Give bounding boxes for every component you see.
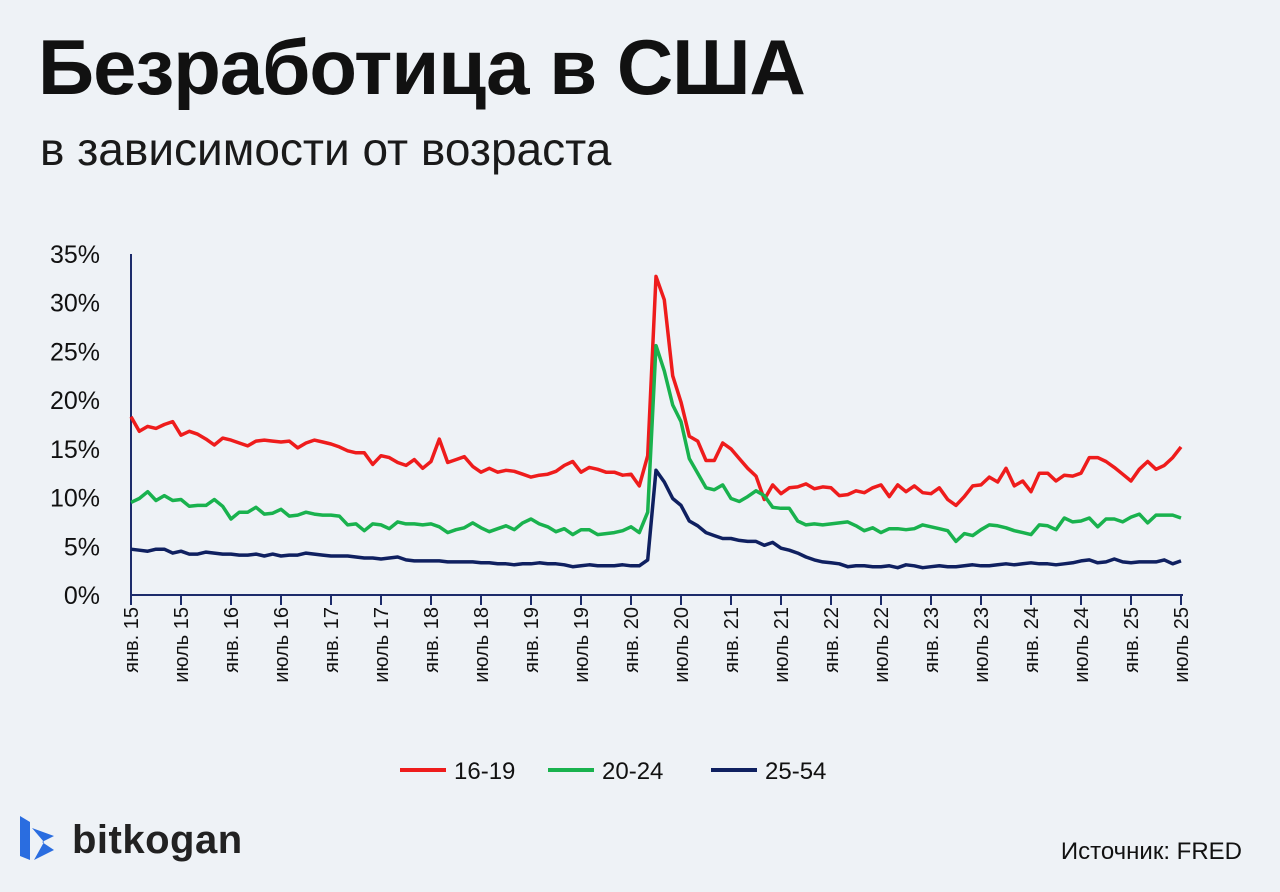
bitkogan-logo-icon [20,816,54,864]
bitkogan-logo: bitkogan [18,814,243,866]
y-tick-label: 35% [50,241,100,269]
y-tick-label: 30% [50,290,100,318]
x-tick-label: июль 23 [971,607,993,683]
series-line-20-24 [130,343,1182,544]
x-tick-label: июль 24 [1071,607,1093,683]
x-tick-label: янв. 18 [421,607,443,673]
bitkogan-logo-text: bitkogan [72,817,243,862]
legend-label-25-54: 25-54 [765,758,826,785]
page-title: Безработица в США [38,23,806,111]
x-tick-label: июль 20 [671,607,693,683]
y-tick-label: 10% [50,485,100,513]
x-tick-label: янв. 20 [621,607,643,673]
y-tick-label: 15% [50,436,100,464]
page-subtitle: в зависимости от возраста [40,123,612,175]
x-tick-label: янв. 17 [321,607,343,673]
x-tick-label: июль 17 [371,607,393,683]
x-tick-label: июль 15 [171,607,193,683]
x-tick-label: янв. 15 [121,607,143,673]
x-tick-label: янв. 25 [1121,607,1143,673]
x-tick-label: янв. 24 [1021,607,1043,673]
x-tick-label: июль 19 [571,607,593,683]
x-tick-label: июль 16 [271,607,293,683]
x-tick-label: янв. 22 [821,607,843,673]
y-tick-label: 25% [50,338,100,366]
x-tick-label: июль 18 [471,607,493,683]
x-tick-label: янв. 16 [221,607,243,673]
series-line-25-54 [130,468,1182,570]
legend-label-20-24: 20-24 [602,758,663,785]
y-tick-label: 5% [64,533,100,561]
x-tick-label: янв. 19 [521,607,543,673]
x-tick-label: июль 22 [871,607,893,683]
x-tick-label: июль 21 [771,607,793,683]
source-note: Источник: FRED [1060,838,1242,865]
legend-label-16-19: 16-19 [454,758,515,785]
x-tick-label: янв. 21 [721,607,743,673]
y-tick-label: 20% [50,387,100,415]
x-tick-label: июль 25 [1171,607,1193,683]
y-tick-label: 0% [64,582,100,610]
line-chart: 0% 5% 10% 15% 20% 25% 30% 35% янв. 15 июль 15 янв.… [50,241,1193,785]
series-line-16-19 [129,274,1183,508]
x-tick-label: янв. 23 [921,607,943,673]
